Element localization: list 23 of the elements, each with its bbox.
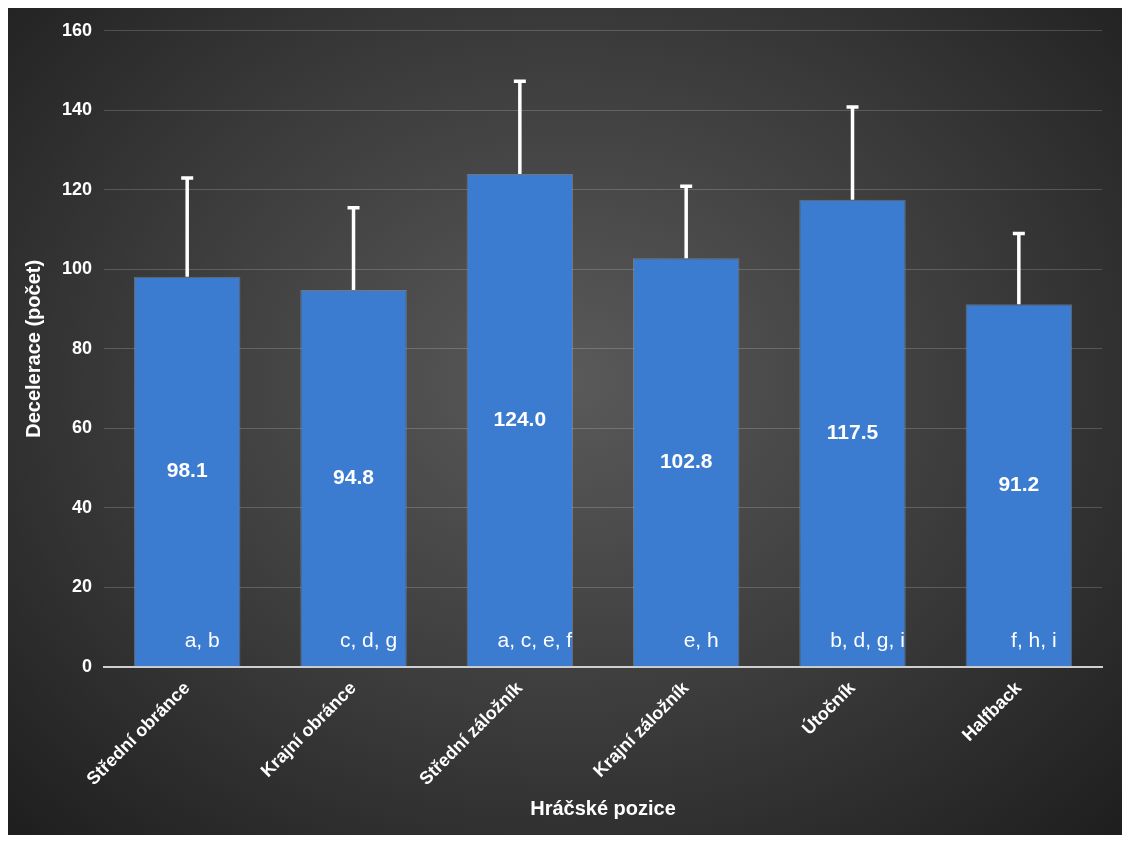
data-label: 94.8 xyxy=(333,464,375,488)
annotation: c, d, g xyxy=(339,627,398,651)
data-label: 117.5 xyxy=(826,419,879,443)
y-tick-label: 160 xyxy=(61,19,93,40)
x-axis-title: Hráčské pozice xyxy=(530,796,676,819)
data-label: 91.2 xyxy=(998,472,1040,496)
y-axis-title: Decelerace (počet) xyxy=(21,259,44,438)
data-label: 102.8 xyxy=(659,449,713,473)
y-tick-label: 20 xyxy=(72,576,93,597)
y-tick-label: 0 xyxy=(82,655,93,676)
y-tick-label: 140 xyxy=(61,99,93,120)
y-tick-label: 100 xyxy=(61,258,93,279)
data-label: 124.0 xyxy=(493,406,547,430)
y-tick-label: 120 xyxy=(61,178,93,199)
y-tick-label: 40 xyxy=(72,496,93,517)
y-tick-label: 80 xyxy=(72,337,93,358)
annotation: e, h xyxy=(683,627,719,651)
annotation: a, c, e, f xyxy=(497,627,573,651)
y-tick-label: 60 xyxy=(72,417,93,438)
annotation: f, h, i xyxy=(1011,627,1057,651)
annotation: b, d, g, i xyxy=(830,627,905,651)
data-label: 98.1 xyxy=(166,458,208,482)
annotation: a, b xyxy=(184,627,220,651)
